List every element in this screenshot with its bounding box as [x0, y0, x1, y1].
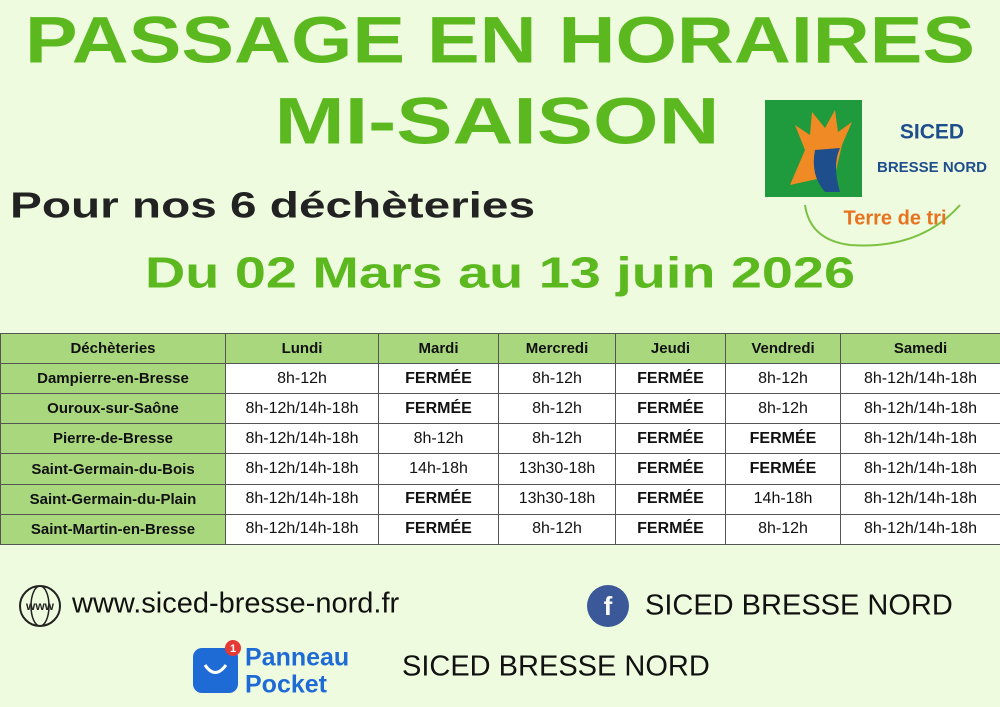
table-row: Saint-Germain-du-Plain 8h-12h/14h-18h FERM… [0, 483, 1000, 515]
logo: SICED BRESSE NORD Terre de tri [765, 100, 987, 247]
logo-tagline: Terre de tri [844, 207, 947, 229]
hours-cell: 8h-12h [725, 393, 841, 425]
hours-cell: 8h-12h/14h-18h [225, 423, 379, 455]
hours-cell: 8h-12h/14h-18h [225, 453, 379, 485]
logo-rooster [790, 110, 852, 185]
hours-cell: 8h-12h [498, 513, 616, 546]
facebook-account: SICED BRESSE NORD [645, 590, 953, 622]
hours-cell: FERMÉE [725, 423, 841, 455]
column-header: Lundi [225, 333, 379, 364]
hours-cell: 8h-12h/14h-18h [225, 483, 379, 515]
column-header: Mardi [378, 333, 499, 364]
facebook-icon-label: f [604, 591, 613, 621]
row-header: Ouroux-sur-Saône [0, 393, 226, 425]
hours-cell: FERMÉE [378, 483, 499, 515]
web-icon-label: www [25, 599, 55, 613]
hours-cell: 8h-12h/14h-18h [840, 362, 1000, 395]
row-header: Saint-Martin-en-Bresse [0, 513, 226, 546]
hours-cell: 8h-12h [225, 362, 379, 395]
hours-cell: 8h-12h [498, 362, 616, 395]
hours-cell: 8h-12h/14h-18h [840, 483, 1000, 515]
column-header: Samedi [840, 333, 1000, 364]
app-badge-count: 1 [230, 643, 236, 655]
column-header: Mercredi [498, 333, 616, 364]
table-row: Saint-Martin-en-Bresse 8h-12h/14h-18h FERM… [0, 513, 1000, 546]
app-name: Panneau [245, 644, 349, 672]
table-row: Ouroux-sur-Saône 8h-12h/14h-18h FERMÉE 8h-1… [0, 393, 1000, 425]
hours-cell: FERMÉE [378, 393, 499, 425]
hours-cell: 8h-12h [498, 393, 616, 425]
hours-cell: FERMÉE [378, 513, 499, 546]
header-row: Déchèteries Lundi Mardi Mercredi Jeudi Vendre… [0, 333, 1000, 364]
table-row: Dampierre-en-Bresse 8h-12h FERMÉE 8h-12h FER… [0, 362, 1000, 395]
website: www.siced-bresse-nord.fr [71, 588, 399, 620]
hours-cell: FERMÉE [725, 453, 841, 485]
web-icon-line [30, 585, 50, 627]
logo-region: BRESSE NORD [877, 159, 987, 176]
hours-cell: 14h-18h [725, 483, 841, 515]
hours-cell: 8h-12h/14h-18h [840, 423, 1000, 455]
column-header: Vendredi [725, 333, 841, 364]
column-header: Jeudi [615, 333, 726, 364]
hours-cell: FERMÉE [615, 393, 726, 425]
column-header: Déchèteries [0, 333, 226, 364]
hours-cell: FERMÉE [615, 453, 726, 485]
hours-cell: 8h-12h [725, 362, 841, 395]
logo-rooster-body [813, 148, 840, 192]
hours-cell: 8h-12h/14h-18h [840, 513, 1000, 546]
logo-leaves [804, 204, 961, 247]
hours-cell: FERMÉE [615, 423, 726, 455]
hours-cell: 8h-12h [725, 513, 841, 546]
table-row: Saint-Germain-du-Bois 8h-12h/14h-18h 14h-1… [0, 453, 1000, 485]
app-account: SICED BRESSE NORD [402, 651, 710, 683]
subtitle: Pour nos 6 déchèteries [10, 185, 535, 226]
app-badge [225, 640, 241, 656]
hours-cell: FERMÉE [615, 483, 726, 515]
app-icon [193, 648, 238, 693]
hours-cell: 14h-18h [378, 453, 499, 485]
hours-cell: FERMÉE [615, 362, 726, 395]
logo-name: SICED [900, 121, 964, 144]
row-header: Pierre-de-Bresse [0, 423, 226, 455]
hours-cell: 8h-12h [498, 423, 616, 455]
footer: www www.siced-bresse-nord.fr f SICED BRE… [19, 585, 953, 699]
hours-cell: 8h-12h [378, 423, 499, 455]
hours-cell: 8h-12h/14h-18h [840, 453, 1000, 485]
row-header: Saint-Germain-du-Plain [0, 483, 226, 515]
row-header: Dampierre-en-Bresse [0, 362, 226, 395]
period: Du 02 Mars au 13 juin 2026 [145, 249, 855, 298]
hours-cell: FERMÉE [615, 513, 726, 546]
app-icon-smile [203, 664, 228, 674]
table-row: Pierre-de-Bresse 8h-12h/14h-18h 8h-12h 8h-1… [0, 423, 1000, 455]
app-name: Pocket [245, 671, 328, 699]
schedule-table: Déchèteries Lundi Mardi Mercredi Jeudi Vendre… [0, 333, 1000, 546]
hours-cell: 13h30-18h [498, 483, 616, 515]
facebook-icon [587, 585, 629, 627]
title-line: PASSAGE EN HORAIRES [25, 2, 975, 76]
title-line: MI-SAISON [275, 83, 720, 157]
hours-cell: FERMÉE [378, 362, 499, 395]
hours-cell: 13h30-18h [498, 453, 616, 485]
row-header: Saint-Germain-du-Bois [0, 453, 226, 485]
hours-cell: 8h-12h/14h-18h [840, 393, 1000, 425]
hours-cell: 8h-12h/14h-18h [225, 513, 379, 546]
hours-cell: 8h-12h/14h-18h [225, 393, 379, 425]
